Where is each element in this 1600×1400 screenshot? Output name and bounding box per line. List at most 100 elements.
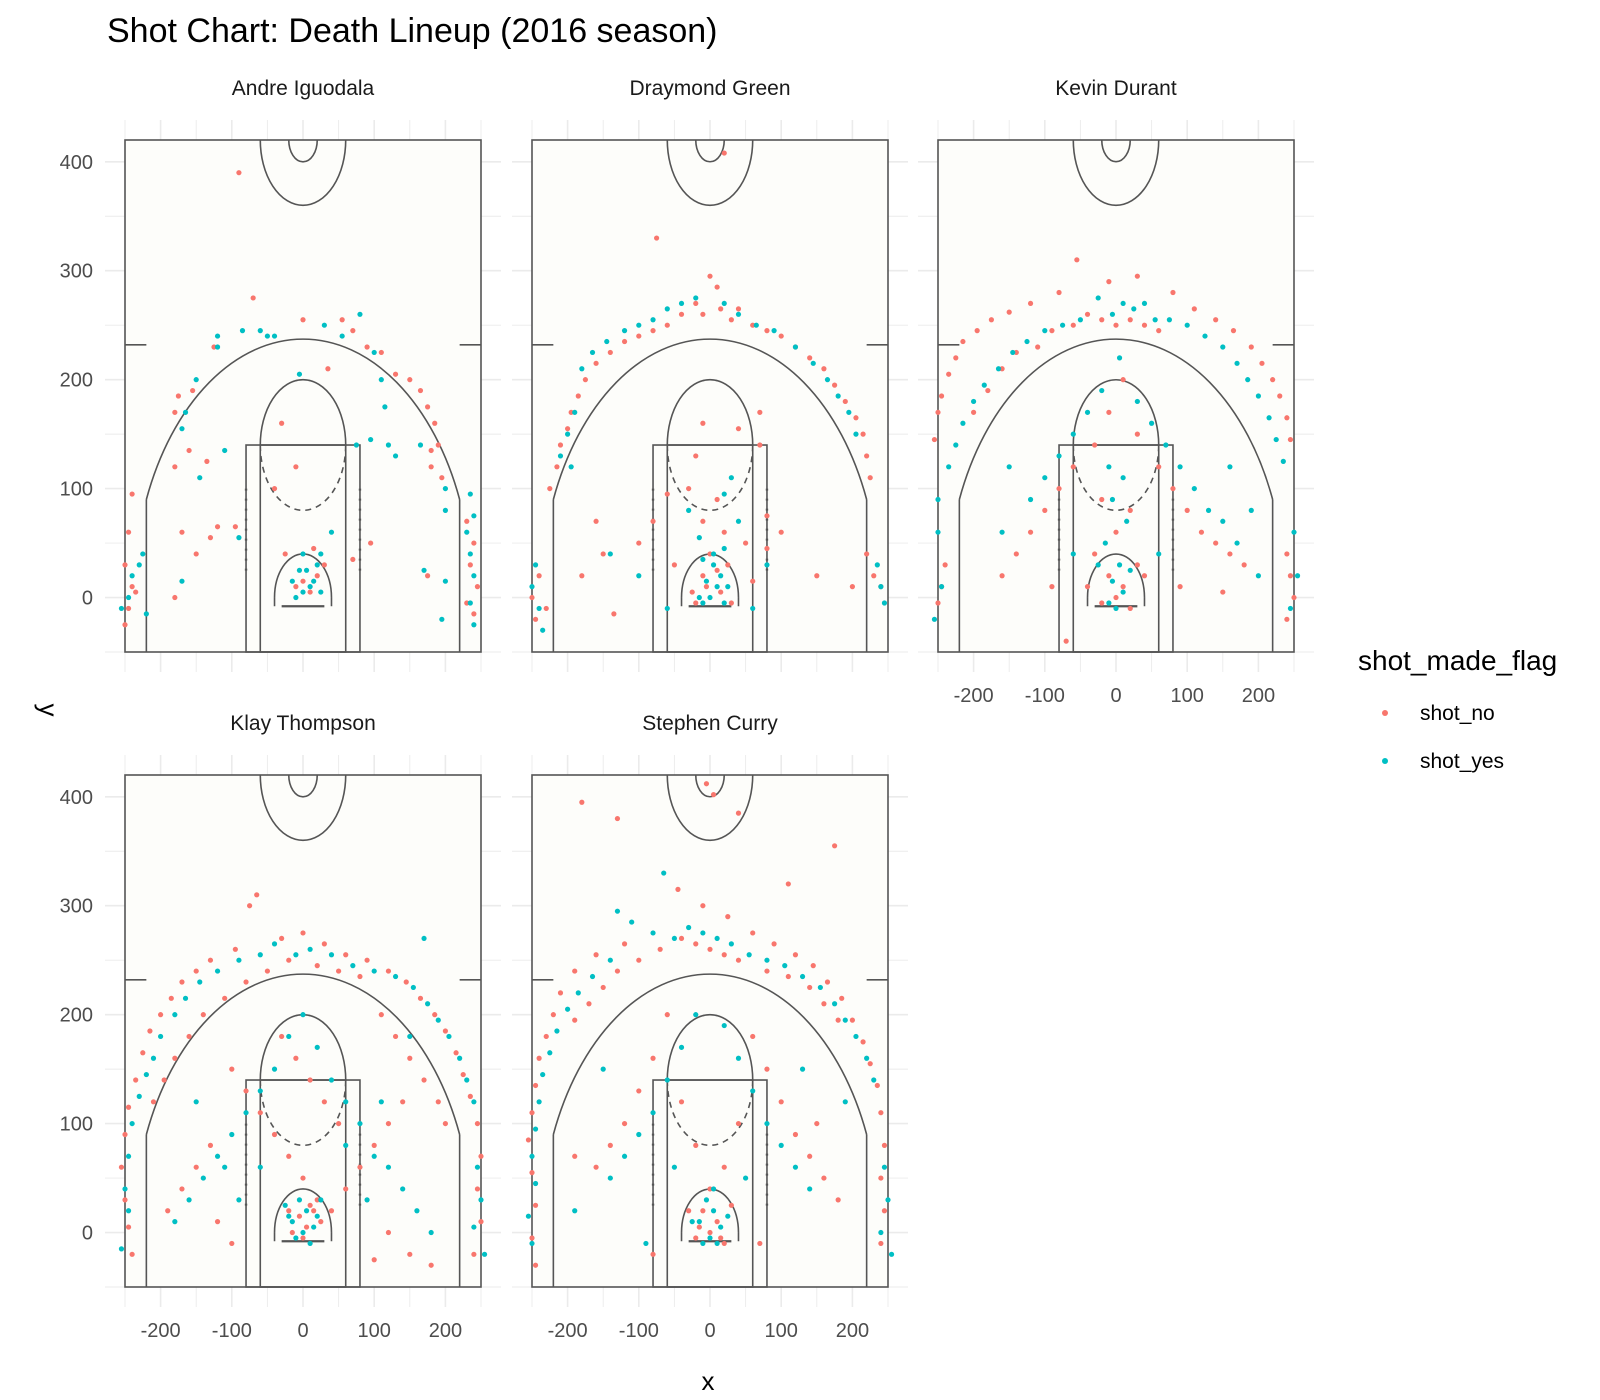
shot-point-shot_yes <box>782 963 788 969</box>
facet-strip-label: Stephen Curry <box>642 712 778 735</box>
shot-point-shot_no <box>428 464 434 470</box>
shot-point-shot_no <box>935 600 941 606</box>
shot-point-shot_no <box>881 1208 888 1214</box>
shot-point-shot_yes <box>371 349 377 356</box>
shot-point-shot_yes <box>971 398 977 405</box>
shot-point-shot_yes <box>728 475 734 481</box>
shot-point-shot_no <box>1006 309 1012 315</box>
shot-point-shot_no <box>150 1099 157 1105</box>
y-tick-label: 100 <box>60 1114 93 1136</box>
shot-point-shot_no <box>764 513 770 519</box>
shot-point-shot_no <box>1127 507 1133 513</box>
shot-point-shot_no <box>881 1142 888 1148</box>
shot-point-shot_no <box>721 150 727 156</box>
shot-point-shot_yes <box>385 442 392 448</box>
shot-point-shot_no <box>229 1240 235 1247</box>
shot-point-shot_yes <box>239 328 246 334</box>
shot-point-shot_yes <box>289 1219 295 1225</box>
shot-point-shot_no <box>821 366 827 372</box>
shot-point-shot_no <box>650 1251 656 1257</box>
shot-point-shot_yes <box>532 1126 539 1132</box>
shot-point-shot_no <box>478 1219 484 1225</box>
shot-point-shot_yes <box>1280 458 1286 464</box>
shot-point-shot_no <box>282 551 288 557</box>
shot-point-shot_no <box>364 344 370 350</box>
shot-point-shot_no <box>721 1240 727 1247</box>
shot-point-shot_yes <box>300 1229 306 1236</box>
court-lines <box>531 774 889 1288</box>
shot-point-shot_no <box>693 1235 699 1241</box>
shot-point-shot_no <box>725 562 731 568</box>
shot-point-shot_yes <box>1042 328 1048 334</box>
three-point-arc <box>145 338 461 500</box>
shot-point-shot_no <box>161 1077 167 1083</box>
center-circle-outer <box>666 774 754 842</box>
shot-points <box>118 170 481 628</box>
shot-point-shot_no <box>214 1219 221 1225</box>
court-background <box>532 140 888 652</box>
shot-point-shot_yes <box>696 594 702 601</box>
shot-point-shot_yes <box>236 535 242 541</box>
x-tick-label: -100 <box>1025 685 1065 707</box>
shot-point-shot_yes <box>1166 317 1172 323</box>
x-tick-label: 100 <box>1171 685 1204 707</box>
shot-point-shot_yes <box>214 968 221 974</box>
facet-panels: Andre Iguodala 0 100 200 300 400 Draymond Gree… <box>60 77 1314 1342</box>
shot-point-shot_yes <box>725 1213 731 1219</box>
shot-point-shot_no <box>543 1033 549 1040</box>
shot-point-shot_yes <box>118 1246 125 1252</box>
shot-point-shot_no <box>474 1120 481 1127</box>
shot-point-shot_yes <box>421 935 427 942</box>
shot-point-shot_yes <box>1116 562 1123 568</box>
shot-point-shot_yes <box>853 1033 859 1040</box>
shot-point-shot_no <box>678 1099 685 1105</box>
shot-point-shot_no <box>785 881 791 887</box>
shot-point-shot_yes <box>1234 360 1240 366</box>
shot-point-shot_yes <box>1070 431 1076 437</box>
shot-point-shot_no <box>300 317 306 323</box>
shot-point-shot_yes <box>703 578 710 584</box>
shot-point-shot_no <box>336 1120 342 1127</box>
shot-point-shot_yes <box>572 409 578 415</box>
shot-point-shot_yes <box>999 529 1005 535</box>
shot-point-shot_no <box>554 464 560 470</box>
shot-point-shot_yes <box>314 1213 320 1219</box>
shot-point-shot_no <box>678 935 685 942</box>
court-lines <box>124 774 482 1288</box>
shot-point-shot_no <box>214 524 221 530</box>
shot-point-shot_yes <box>471 1099 477 1105</box>
free-throw-circle-top <box>666 378 754 446</box>
shot-point-shot_yes <box>125 594 132 601</box>
x-tick-label: 100 <box>765 1320 798 1342</box>
shot-point-shot_no <box>1177 584 1183 590</box>
shot-point-shot_yes <box>678 1044 685 1050</box>
shot-point-shot_no <box>286 957 292 963</box>
shot-point-shot_yes <box>1120 589 1126 595</box>
shot-point-shot_no <box>471 540 477 546</box>
shot-point-shot_no <box>743 540 749 546</box>
shot-point-shot_no <box>664 1012 670 1018</box>
shot-point-shot_yes <box>1255 573 1261 579</box>
shot-point-shot_no <box>403 979 409 985</box>
shot-point-shot_yes <box>1149 420 1155 426</box>
paint-inner <box>666 1079 754 1288</box>
shot-point-shot_yes <box>1070 551 1076 557</box>
shot-point-shot_yes <box>664 605 670 612</box>
shot-point-shot_no <box>572 968 578 974</box>
shot-point-shot_no <box>1241 562 1247 568</box>
shot-point-shot_no <box>140 1050 146 1056</box>
shot-point-shot_no <box>764 1066 770 1072</box>
paint-inner <box>1072 444 1160 653</box>
shot-point-shot_yes <box>222 447 228 454</box>
shot-point-shot_no <box>849 584 856 590</box>
shot-point-shot_no <box>532 1262 539 1268</box>
shot-point-shot_yes <box>696 1219 702 1225</box>
shot-point-shot_no <box>271 1131 278 1138</box>
shot-point-shot_no <box>536 573 542 579</box>
shot-point-shot_yes <box>525 1213 532 1219</box>
shot-point-shot_no <box>935 409 941 415</box>
shot-point-shot_no <box>785 973 791 980</box>
shot-point-shot_no <box>186 447 192 454</box>
shot-point-shot_no <box>1259 360 1265 366</box>
shot-point-shot_no <box>300 1235 306 1241</box>
